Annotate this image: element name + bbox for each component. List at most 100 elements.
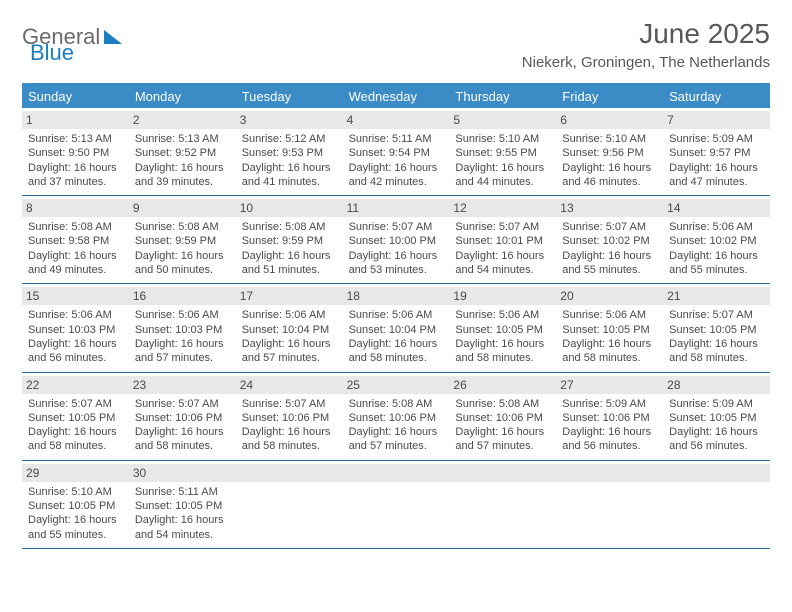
day-info: Sunrise: 5:07 AMSunset: 10:06 PMDaylight…: [135, 397, 230, 454]
daylight-text: Daylight: 16 hours and 37 minutes.: [28, 161, 123, 190]
calendar-cell: 28Sunrise: 5:09 AMSunset: 10:05 PMDaylig…: [663, 373, 770, 460]
sunset-text: Sunset: 9:57 PM: [669, 146, 764, 160]
calendar-cell: 8Sunrise: 5:08 AMSunset: 9:58 PMDaylight…: [22, 196, 129, 283]
location-text: Niekerk, Groningen, The Netherlands: [522, 54, 770, 71]
sunrise-text: Sunrise: 5:07 AM: [242, 397, 337, 411]
weekday-tuesday: Tuesday: [236, 86, 343, 108]
sunset-text: Sunset: 10:04 PM: [349, 323, 444, 337]
day-number: 29: [22, 464, 129, 482]
daylight-text: Daylight: 16 hours and 58 minutes.: [242, 425, 337, 454]
sunset-text: Sunset: 9:59 PM: [242, 234, 337, 248]
daylight-text: Daylight: 16 hours and 55 minutes.: [669, 249, 764, 278]
sunrise-text: Sunrise: 5:13 AM: [135, 132, 230, 146]
sunrise-text: Sunrise: 5:10 AM: [562, 132, 657, 146]
day-number: 7: [663, 111, 770, 129]
calendar-cell: [663, 461, 770, 548]
daylight-text: Daylight: 16 hours and 58 minutes.: [349, 337, 444, 366]
calendar-week: 29Sunrise: 5:10 AMSunset: 10:05 PMDaylig…: [22, 461, 770, 549]
daylight-text: Daylight: 16 hours and 46 minutes.: [562, 161, 657, 190]
day-info: Sunrise: 5:06 AMSunset: 10:04 PMDaylight…: [349, 308, 444, 365]
calendar-cell: 30 Sunrise: 5:11 AMSunset: 10:05 PMDaylig…: [129, 461, 236, 548]
weekday-saturday: Saturday: [663, 86, 770, 108]
daylight-text: Daylight: 16 hours and 58 minutes.: [562, 337, 657, 366]
daylight-text: Daylight: 16 hours and 41 minutes.: [242, 161, 337, 190]
day-number: 15: [22, 287, 129, 305]
day-number: 9: [129, 199, 236, 217]
day-info: Sunrise: 5:08 AMSunset: 10:06 PMDaylight…: [349, 397, 444, 454]
daylight-text: Daylight: 16 hours and 55 minutes.: [562, 249, 657, 278]
day-number: 18: [343, 287, 450, 305]
sunset-text: Sunset: 9:58 PM: [28, 234, 123, 248]
sunrise-text: Sunrise: 5:12 AM: [242, 132, 337, 146]
day-number: 25: [343, 376, 450, 394]
day-info: Sunrise: 5:06 AMSunset: 10:03 PMDaylight…: [135, 308, 230, 365]
sunset-text: Sunset: 10:01 PM: [455, 234, 550, 248]
daylight-text: Daylight: 16 hours and 57 minutes.: [135, 337, 230, 366]
daylight-text: Daylight: 16 hours and 54 minutes.: [455, 249, 550, 278]
sunrise-text: Sunrise: 5:10 AM: [28, 485, 123, 499]
sunrise-text: Sunrise: 5:09 AM: [669, 397, 764, 411]
day-number: 11: [343, 199, 450, 217]
header: General June 2025 Niekerk, Groningen, Th…: [0, 0, 792, 77]
sunrise-text: Sunrise: 5:08 AM: [135, 220, 230, 234]
day-info: Sunrise: 5:06 AMSunset: 10:05 PMDaylight…: [455, 308, 550, 365]
day-number: 22: [22, 376, 129, 394]
calendar-body: 1Sunrise: 5:13 AMSunset: 9:50 PMDaylight…: [22, 108, 770, 549]
calendar-cell: 14Sunrise: 5:06 AMSunset: 10:02 PMDaylig…: [663, 196, 770, 283]
day-number: 30: [129, 464, 236, 482]
calendar-week: 15Sunrise: 5:06 AMSunset: 10:03 PMDaylig…: [22, 284, 770, 372]
daylight-text: Daylight: 16 hours and 47 minutes.: [669, 161, 764, 190]
sunset-text: Sunset: 10:05 PM: [562, 323, 657, 337]
day-number: 4: [343, 111, 450, 129]
daylight-text: Daylight: 16 hours and 57 minutes.: [349, 425, 444, 454]
sunset-text: Sunset: 9:59 PM: [135, 234, 230, 248]
day-number: 10: [236, 199, 343, 217]
day-number: 5: [449, 111, 556, 129]
day-number: 17: [236, 287, 343, 305]
day-number: 26: [449, 376, 556, 394]
day-number-empty: [556, 464, 663, 482]
day-info: Sunrise: 5:07 AMSunset: 10:05 PMDaylight…: [28, 397, 123, 454]
day-info: Sunrise: 5:11 AMSunset: 10:05 PMDaylight…: [135, 485, 230, 542]
sunset-text: Sunset: 10:00 PM: [349, 234, 444, 248]
daylight-text: Daylight: 16 hours and 58 minutes.: [669, 337, 764, 366]
sunset-text: Sunset: 10:03 PM: [135, 323, 230, 337]
day-info: Sunrise: 5:06 AMSunset: 10:02 PMDaylight…: [669, 220, 764, 277]
sunrise-text: Sunrise: 5:06 AM: [135, 308, 230, 322]
calendar-cell: 4Sunrise: 5:11 AMSunset: 9:54 PMDaylight…: [343, 108, 450, 195]
calendar-cell: [556, 461, 663, 548]
day-info: Sunrise: 5:10 AMSunset: 9:55 PMDaylight:…: [455, 132, 550, 189]
sunset-text: Sunset: 10:05 PM: [28, 411, 123, 425]
sunrise-text: Sunrise: 5:06 AM: [455, 308, 550, 322]
day-number: 8: [22, 199, 129, 217]
day-info: Sunrise: 5:08 AMSunset: 9:59 PMDaylight:…: [135, 220, 230, 277]
sunset-text: Sunset: 9:56 PM: [562, 146, 657, 160]
calendar-cell: 18 Sunrise: 5:06 AMSunset: 10:04 PMDaylig…: [343, 284, 450, 371]
calendar-cell: 10Sunrise: 5:08 AMSunset: 9:59 PMDayligh…: [236, 196, 343, 283]
calendar-cell: 21Sunrise: 5:07 AMSunset: 10:05 PMDaylig…: [663, 284, 770, 371]
day-number: 28: [663, 376, 770, 394]
calendar-cell: 5 Sunrise: 5:10 AMSunset: 9:55 PMDaylight…: [449, 108, 556, 195]
daylight-text: Daylight: 16 hours and 57 minutes.: [455, 425, 550, 454]
day-number: 2: [129, 111, 236, 129]
calendar-cell: [236, 461, 343, 548]
weekday-thursday: Thursday: [449, 86, 556, 108]
day-info: Sunrise: 5:08 AMSunset: 10:06 PMDaylight…: [455, 397, 550, 454]
sunrise-text: Sunrise: 5:08 AM: [28, 220, 123, 234]
calendar-cell: 19Sunrise: 5:06 AMSunset: 10:05 PMDaylig…: [449, 284, 556, 371]
sunset-text: Sunset: 10:03 PM: [28, 323, 123, 337]
weekday-header-row: Sunday Monday Tuesday Wednesday Thursday…: [22, 86, 770, 108]
calendar-week: 22Sunrise: 5:07 AMSunset: 10:05 PMDaylig…: [22, 373, 770, 461]
daylight-text: Daylight: 16 hours and 57 minutes.: [242, 337, 337, 366]
calendar-cell: 24Sunrise: 5:07 AMSunset: 10:06 PMDaylig…: [236, 373, 343, 460]
sunrise-text: Sunrise: 5:07 AM: [455, 220, 550, 234]
daylight-text: Daylight: 16 hours and 54 minutes.: [135, 513, 230, 542]
calendar: Sunday Monday Tuesday Wednesday Thursday…: [0, 77, 792, 549]
day-number: 13: [556, 199, 663, 217]
weekday-sunday: Sunday: [22, 86, 129, 108]
calendar-week: 1Sunrise: 5:13 AMSunset: 9:50 PMDaylight…: [22, 108, 770, 196]
day-info: Sunrise: 5:06 AMSunset: 10:03 PMDaylight…: [28, 308, 123, 365]
day-number: 1: [22, 111, 129, 129]
sunset-text: Sunset: 9:50 PM: [28, 146, 123, 160]
daylight-text: Daylight: 16 hours and 55 minutes.: [28, 513, 123, 542]
